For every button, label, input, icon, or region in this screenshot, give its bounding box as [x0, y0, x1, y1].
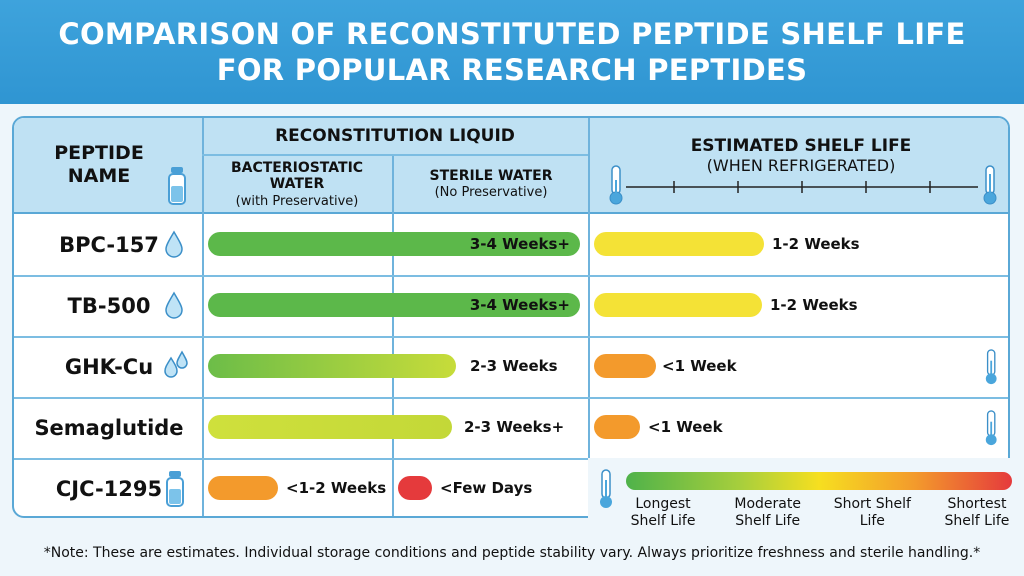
bar-label: 3-4 Weeks+ [469, 296, 570, 314]
bar-label: <1-2 Weeks [286, 479, 387, 497]
peptide-name: BPC-157 [59, 232, 159, 257]
peptide-name: CJC-1295 [55, 476, 163, 501]
bacteriostatic-bar [208, 476, 278, 500]
vial-icon [168, 167, 186, 205]
header-bacteriostatic: BACTERIOSTATIC WATER [230, 160, 364, 192]
shelf-bar [594, 232, 764, 256]
header-sterile: STERILE WATER [429, 168, 553, 184]
bacteriostatic-bar [208, 415, 452, 439]
peptide-name: GHK-Cu [64, 354, 154, 379]
comparison-table: PEPTIDE NAME RECONSTITUTION LIQUID BACTE… [12, 116, 1010, 518]
bar-label: 3-4 Weeks+ [469, 235, 570, 253]
thermometer-icon [600, 469, 612, 508]
thermometer-icon [985, 410, 997, 446]
bar-label: 2-3 Weeks+ [464, 418, 565, 436]
legend-label: Moderate Shelf Life [734, 496, 801, 529]
bar-label: <1 Week [648, 418, 723, 436]
footnote: *Note: These are estimates. Individual s… [43, 545, 981, 561]
water-drops-icon [164, 350, 188, 378]
header-shelf-sub: (WHEN REFRIGERATED) [706, 156, 896, 175]
header-shelf: ESTIMATED SHELF LIFE [690, 136, 912, 156]
bacteriostatic-bar: 3-4 Weeks+ [208, 293, 580, 317]
bar-label: 1-2 Weeks [770, 296, 858, 314]
legend-label: Short Shelf Life [833, 496, 911, 529]
water-drop-icon [165, 291, 183, 319]
legend-gradient-bar [626, 472, 1012, 490]
shelf-bar [594, 415, 640, 439]
legend-label: Shortest Shelf Life [944, 496, 1010, 529]
legend-label: Longest Shelf Life [630, 496, 696, 529]
thermometer-icon [609, 165, 623, 205]
water-drop-icon [165, 230, 183, 258]
shelf-life-legend: Longest Shelf Life Moderate Shelf Life S… [588, 458, 1024, 529]
header-reconstitution: RECONSTITUTION LIQUID [275, 126, 515, 146]
thermometer-icon [983, 165, 997, 205]
bar-label: 1-2 Weeks [772, 235, 860, 253]
shelf-bar [594, 354, 656, 378]
header-peptide-name: PEPTIDE NAME [54, 142, 144, 187]
bar-label: <1 Week [662, 357, 737, 375]
bar-label: <Few Days [440, 479, 533, 497]
title-band: COMPARISON OF RECONSTITUTED PEPTIDE SHEL… [0, 0, 1024, 104]
temperature-scale [626, 181, 978, 193]
header-bacteriostatic-sub: (with Preservative) [235, 194, 359, 209]
page-title: COMPARISON OF RECONSTITUTED PEPTIDE SHEL… [58, 17, 966, 87]
header-sterile-sub: (No Preservative) [434, 185, 548, 200]
sterile-bar [398, 476, 432, 500]
bacteriostatic-bar: 3-4 Weeks+ [208, 232, 580, 256]
bar-label: 2-3 Weeks [470, 357, 558, 375]
thermometer-icon [985, 349, 997, 385]
peptide-name: TB-500 [67, 293, 151, 318]
bacteriostatic-bar [208, 354, 456, 378]
shelf-bar [594, 293, 762, 317]
peptide-name: Semaglutide [34, 415, 184, 440]
vial-icon [166, 471, 184, 507]
